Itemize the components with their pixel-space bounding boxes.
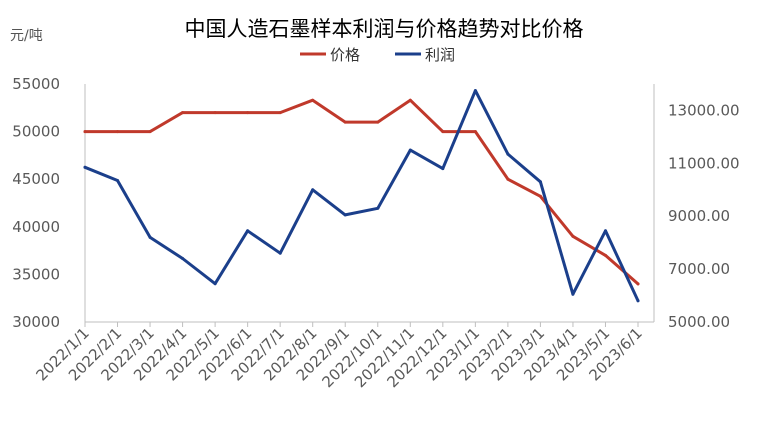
data-point-profit <box>181 257 185 260</box>
data-point-profit <box>408 148 412 152</box>
y-right-tick-label: 11000.00 <box>668 154 740 172</box>
data-point-profit <box>441 167 445 171</box>
y-left-tick-label: 50000 <box>12 123 60 141</box>
y-right-tick-label: 13000.00 <box>668 101 740 119</box>
axes <box>84 84 655 323</box>
data-point-price <box>213 111 217 115</box>
data-point-price <box>246 111 250 115</box>
x-axis: 2022/1/12022/2/12022/3/12022/4/12022/5/1… <box>32 322 646 391</box>
data-point-profit <box>604 229 607 233</box>
series-line-price <box>83 98 640 286</box>
data-point-price <box>538 194 542 198</box>
data-point-price <box>343 120 347 124</box>
legend-label: 利润 <box>425 46 455 64</box>
data-point-profit <box>506 152 510 156</box>
data-point-profit <box>473 89 477 93</box>
y-left-tick-label: 45000 <box>12 170 60 188</box>
y-left-tick-label: 35000 <box>12 265 60 283</box>
data-point-profit <box>83 165 87 169</box>
y-axis-right: 5000.00 7000.00 9000.00 11000.00 13000.00 <box>668 101 740 331</box>
legend-label: 价格 <box>330 46 360 64</box>
data-point-profit <box>311 188 315 192</box>
data-point-price <box>311 98 315 102</box>
data-point-price <box>116 130 119 134</box>
y-axis-left: 30000 35000 40000 45000 50000 55000 <box>12 75 60 331</box>
y-right-tick-label: 5000.00 <box>668 313 730 331</box>
data-point-price <box>148 130 152 134</box>
data-point-price <box>408 98 412 102</box>
series-layer <box>83 89 640 303</box>
y-unit-label: 元/吨 <box>10 28 43 44</box>
data-point-profit <box>148 235 152 239</box>
data-point-price <box>571 234 575 238</box>
data-point-price <box>473 130 477 134</box>
data-point-price <box>181 111 185 115</box>
data-point-price <box>441 130 445 134</box>
data-point-profit <box>343 213 347 217</box>
data-point-price <box>506 177 510 181</box>
data-point-profit <box>538 180 542 184</box>
y-left-tick-label: 30000 <box>12 313 60 331</box>
data-point-price <box>83 130 87 134</box>
data-point-price <box>376 120 380 124</box>
series-line-profit <box>83 89 640 303</box>
y-left-tick-label: 55000 <box>12 75 60 93</box>
data-point-price <box>636 282 640 286</box>
data-point-profit <box>278 251 282 255</box>
legend: 价格 利润 <box>300 46 455 64</box>
y-left-tick-label: 40000 <box>12 218 60 236</box>
data-point-profit <box>246 229 250 233</box>
data-point-profit <box>116 179 119 182</box>
y-right-tick-label: 9000.00 <box>668 207 730 225</box>
y-right-tick-label: 7000.00 <box>668 260 730 278</box>
data-point-profit <box>376 206 380 210</box>
data-point-price <box>604 253 607 257</box>
data-point-profit <box>636 299 640 303</box>
chart-title: 中国人造石墨样本利润与价格趋势对比价格 <box>185 17 584 41</box>
data-point-price <box>278 111 282 115</box>
data-point-profit <box>571 292 575 296</box>
data-point-profit <box>213 282 217 286</box>
